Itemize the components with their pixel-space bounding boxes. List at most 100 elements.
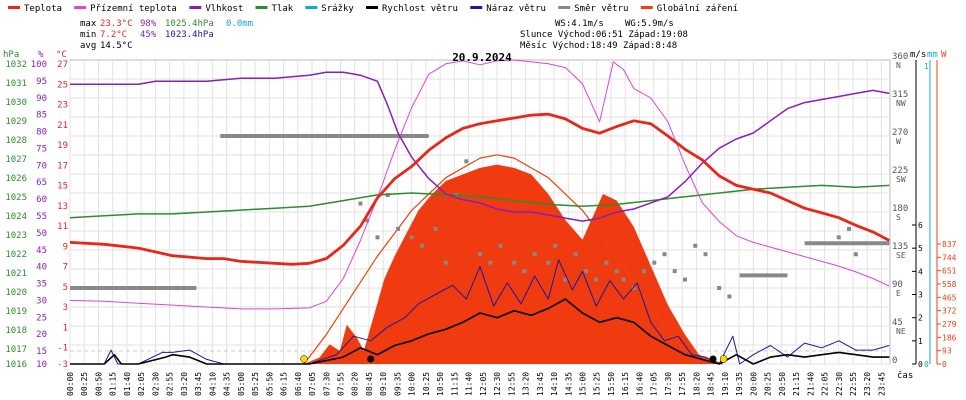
- legend-swatch: [305, 6, 318, 9]
- legend-label: Směr větru: [574, 4, 628, 14]
- pct-tick-label: 35: [36, 280, 47, 290]
- hpa-unit: hPa: [3, 50, 19, 60]
- stats-max-press: 1025.4hPa: [165, 19, 214, 29]
- rain-unit: mm: [927, 50, 938, 60]
- x-tick-label: 10:00: [408, 372, 417, 396]
- sun-info: Slunce Východ:06:51 Západ:19:08: [520, 30, 688, 40]
- dir-tick-label: N: [896, 61, 901, 70]
- wind-unit: m/s: [910, 50, 926, 60]
- temp-tick-label: 13: [57, 202, 68, 212]
- chart-title: 20.9.2024: [452, 51, 512, 64]
- legend: Teplota Přízemní teplota Vlhkost Tlak Srážky…: [8, 4, 738, 14]
- wind-dir-point: [375, 235, 380, 240]
- legend-label: Vlhkost: [205, 4, 243, 14]
- pct-tick-label: 40: [36, 263, 47, 273]
- x-tick-label: 07:55: [336, 372, 345, 396]
- wind-tick-label: 6: [918, 221, 923, 230]
- pct-tick-label: 50: [36, 229, 47, 239]
- temp-tick-label: 9: [63, 242, 68, 252]
- wind-dir-point: [385, 193, 390, 198]
- temp-tick-label: 19: [57, 141, 68, 151]
- dir-tick-label: SE: [896, 251, 906, 260]
- x-tick-label: 23:20: [863, 372, 872, 396]
- x-tick-label: 12:30: [493, 372, 502, 396]
- x-tick-label: 00:25: [80, 372, 89, 396]
- wind-dir-point: [662, 252, 667, 257]
- stats-avg-label: avg: [80, 41, 96, 51]
- hpa-tick-label: 1018: [5, 326, 27, 336]
- temp-tick-label: 5: [63, 283, 68, 293]
- wind-speed-line: [70, 298, 890, 365]
- pct-tick-label: 60: [36, 195, 47, 205]
- x-tick-label: 22:05: [821, 372, 830, 396]
- pct-tick-label: 25: [36, 313, 47, 323]
- rain-tick-label: 1: [924, 62, 929, 71]
- temp-tick-label: -1: [57, 344, 68, 354]
- x-tick-label: 14:10: [550, 372, 559, 396]
- wind-dir-point: [396, 226, 400, 231]
- wind-dir-point: [594, 277, 599, 282]
- legend-swatch: [558, 6, 571, 9]
- x-tick-label: 11:15: [450, 372, 459, 396]
- wind-dir-point: [546, 260, 551, 265]
- x-tick-label: 20:50: [778, 372, 787, 396]
- x-tick-label: 05:00: [237, 372, 246, 396]
- x-tick-label: 02:05: [137, 372, 146, 396]
- moon-info: Měsíc Východ:18:49 Západ:8:48: [520, 41, 677, 51]
- hpa-tick-label: 1020: [5, 288, 27, 298]
- x-tick-label: 19:10: [721, 372, 730, 396]
- dir-tick-value: 360: [892, 52, 908, 62]
- x-tick-label: 03:20: [180, 372, 189, 396]
- hpa-tick-label: 1024: [5, 212, 27, 222]
- x-tick-label: 07:30: [322, 372, 331, 396]
- stats-min-press: 1023.4hPa: [165, 30, 214, 40]
- legend-swatch: [366, 6, 378, 9]
- pct-tick-label: 100: [31, 60, 47, 70]
- legend-label: Přízemní teplota: [90, 4, 177, 14]
- wind-dir-point: [683, 277, 687, 282]
- x-tick-label: 12:55: [507, 372, 516, 396]
- wind-dir-point: [727, 294, 732, 299]
- moonrise-marker: [709, 355, 717, 363]
- x-tick-labels: 00:00 00:25 00:50 01:15 01:40 02:05 02:30 02:55…: [66, 372, 886, 396]
- x-tick-label: 12:05: [479, 372, 488, 396]
- legend-swatch: [255, 6, 268, 9]
- legend-label: Náraz větru: [486, 4, 546, 14]
- wind-dir-point: [652, 260, 657, 265]
- rad-tick-label: 837: [942, 240, 957, 249]
- wind-ws: WS:4.1m/s: [555, 19, 604, 29]
- dir-tick-value: 45: [892, 318, 903, 328]
- pct-tick-label: 10: [36, 360, 47, 370]
- x-tick-label: 16:15: [621, 372, 630, 396]
- x-tick-label: 07:05: [308, 372, 317, 396]
- legend-swatch: [189, 6, 202, 9]
- wind-dir-point: [583, 269, 588, 274]
- pct-tick-label: 30: [36, 296, 47, 306]
- x-tick-label: 18:20: [692, 372, 701, 396]
- x-tick-label: 17:05: [650, 372, 659, 396]
- x-tick-label: 18:45: [707, 372, 716, 396]
- temp-tick-label: 11: [57, 222, 68, 232]
- stats-avg-temp: 14.5°C: [100, 41, 133, 51]
- humidity-line: [70, 71, 890, 222]
- temp-tick-label: 27: [57, 60, 68, 70]
- temp-tick-label: 23: [57, 101, 68, 111]
- hpa-tick-label: 1023: [5, 231, 27, 241]
- time-unit: čas: [897, 370, 913, 381]
- hpa-tick-label: 1030: [5, 98, 27, 108]
- temp-unit: °C: [56, 50, 67, 60]
- ground-temp-line: [69, 59, 890, 310]
- hpa-tick-label: 1027: [5, 155, 27, 165]
- temp-tick-label: 3: [63, 303, 68, 313]
- x-tick-label: 02:30: [151, 372, 160, 396]
- wind-dir-point: [365, 218, 370, 223]
- wind-dir-point: [573, 252, 578, 257]
- x-tick-label: 08:45: [365, 372, 374, 396]
- legend-swatch: [74, 6, 87, 9]
- pct-tick-label: 85: [36, 111, 47, 121]
- stats-min-hum: 45%: [140, 30, 157, 40]
- legend-label: Rychlost větru: [382, 4, 458, 14]
- wind-dir-point: [631, 286, 636, 290]
- rad-unit: W: [941, 50, 947, 60]
- dir-tick-value: 90: [892, 280, 903, 290]
